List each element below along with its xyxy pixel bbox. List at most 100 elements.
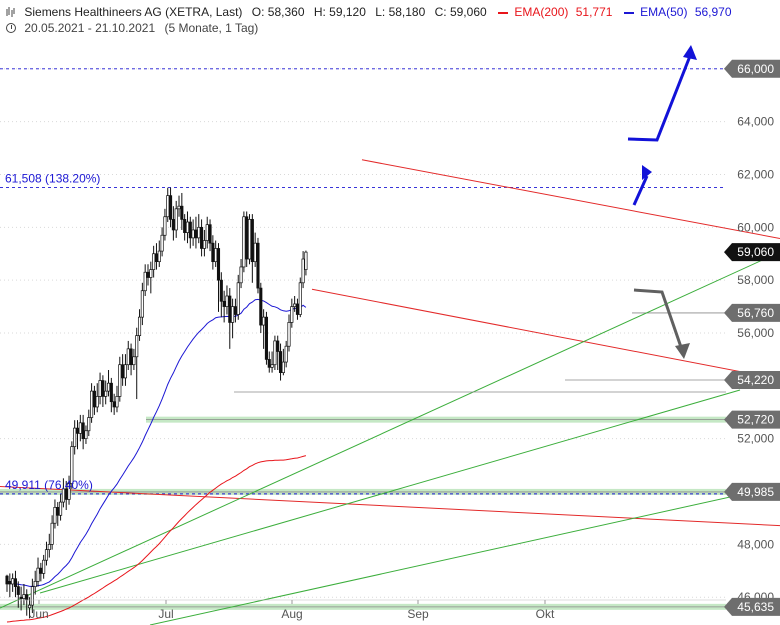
candle-body — [216, 248, 221, 281]
candle — [188, 216, 192, 249]
candle — [140, 282, 144, 326]
candle — [30, 578, 34, 614]
candle — [135, 327, 139, 400]
candle-body — [73, 427, 77, 447]
price-tag — [724, 371, 780, 390]
candle — [118, 356, 122, 402]
candle-body — [22, 594, 26, 599]
candle-body — [191, 229, 195, 239]
y-tick-label: 62,000 — [737, 167, 774, 181]
candle — [33, 570, 37, 595]
x-tick-label: Okt — [536, 607, 555, 621]
candle — [219, 272, 223, 318]
y-tick-label: 56,000 — [737, 326, 774, 340]
candle-body — [149, 269, 153, 278]
candle-body — [44, 549, 49, 561]
candle — [242, 211, 246, 273]
price-tag-label: 49,985 — [737, 485, 774, 499]
candle-body — [115, 396, 119, 408]
candle — [22, 583, 26, 606]
candle-body — [222, 300, 226, 307]
candle — [115, 385, 119, 413]
candle-body — [214, 248, 218, 263]
candle-body — [295, 303, 300, 315]
candle-body — [154, 253, 159, 263]
candle — [284, 340, 288, 368]
candle-body — [256, 242, 260, 289]
candle-body — [219, 279, 223, 302]
ema50-value: 56,970 — [694, 5, 732, 19]
candle — [273, 335, 277, 370]
candle-body — [104, 390, 108, 397]
candle-body — [5, 575, 9, 585]
candle-body — [278, 351, 283, 373]
candle — [13, 570, 18, 598]
candle — [73, 420, 77, 455]
candle — [236, 274, 240, 320]
candle — [75, 420, 80, 450]
candle — [101, 375, 105, 407]
candle-body — [304, 251, 308, 270]
trend-line — [311, 288, 780, 380]
candle — [231, 298, 235, 339]
candle — [247, 214, 252, 265]
candle-body — [194, 229, 198, 239]
y-tick-label: 48,000 — [737, 537, 774, 551]
candle-body — [231, 306, 235, 323]
close-value: C: 59,060 — [434, 5, 487, 19]
candle-body — [197, 226, 201, 239]
fib-label: 61,508 (138.20%) — [5, 171, 100, 185]
candle — [90, 383, 94, 423]
candle-body — [30, 586, 34, 606]
price-tag-label: 59,060 — [737, 245, 774, 259]
open-value: O: 58,360 — [251, 5, 305, 19]
candle-body — [42, 559, 46, 574]
candle-body — [152, 253, 156, 270]
candle-body — [50, 522, 54, 545]
candle — [123, 354, 127, 386]
candle — [84, 425, 88, 444]
candle-body — [290, 306, 294, 323]
candle-body — [84, 430, 88, 440]
trend-line — [361, 159, 780, 239]
candle-body — [273, 340, 277, 366]
candle-body — [123, 364, 127, 379]
candle-body — [293, 303, 297, 307]
candle-body — [47, 544, 51, 550]
candle-body — [56, 507, 60, 516]
price-tag — [724, 303, 780, 322]
candle-body — [39, 567, 43, 574]
price-tag — [724, 482, 780, 501]
candle-body — [185, 221, 190, 233]
candle-body — [236, 282, 240, 315]
candle-body — [247, 219, 252, 260]
support-line — [39, 389, 741, 594]
candle-body — [137, 316, 142, 336]
candle-body — [253, 242, 257, 263]
candle — [262, 309, 266, 349]
candle-body — [132, 356, 136, 366]
candle-body — [225, 295, 229, 307]
candle — [177, 195, 181, 217]
candle-body — [67, 483, 71, 500]
candle-body — [202, 240, 206, 249]
arrow-down-head — [675, 343, 690, 359]
date-range-row: 20.05.2021 - 21.10.2021 (5 Monate, 1 Tag… — [6, 21, 258, 35]
candle-body — [270, 364, 274, 368]
candle — [47, 533, 51, 558]
candle-body — [211, 242, 215, 263]
candle — [163, 208, 167, 241]
candle — [67, 475, 71, 505]
candle — [208, 219, 212, 252]
candle — [109, 377, 113, 413]
candle-body — [287, 322, 291, 347]
candle — [19, 586, 23, 611]
ema200-label: EMA(200) — [514, 5, 569, 19]
candle — [157, 240, 161, 267]
candle-body — [98, 380, 102, 397]
candle — [137, 309, 142, 341]
candle — [160, 227, 164, 257]
bars-icon — [6, 6, 16, 17]
candle-body — [87, 417, 91, 432]
